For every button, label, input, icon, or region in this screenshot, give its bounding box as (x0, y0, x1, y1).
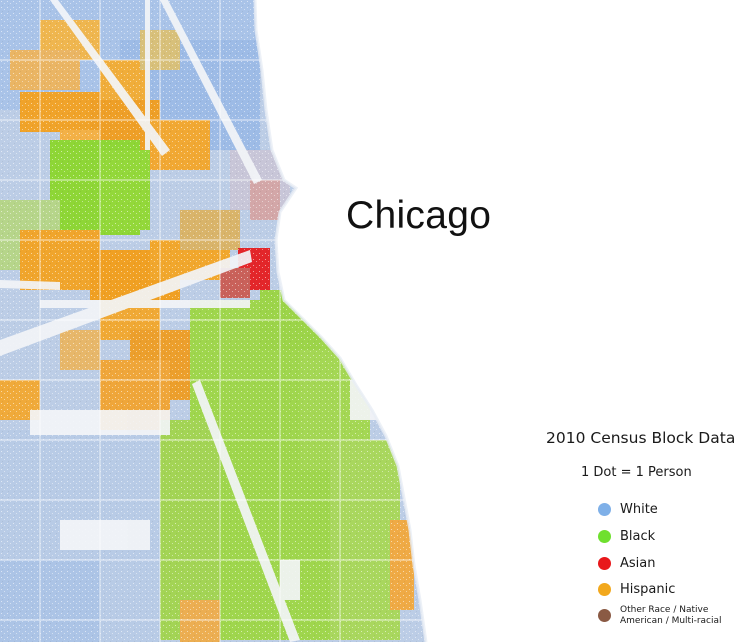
legend-subtitle: 1 Dot = 1 Person (581, 465, 692, 480)
legend-item-black: Black (598, 529, 655, 544)
hispanic-dot-icon (598, 583, 611, 596)
legend-label: White (620, 502, 658, 517)
legend-item-asian: Asian (598, 556, 655, 571)
legend-item-other: Other Race / Native American / Multi-rac… (598, 605, 730, 627)
black-dot-icon (598, 530, 611, 543)
legend-item-hispanic: Hispanic (598, 582, 675, 597)
asian-dot-icon (598, 557, 611, 570)
legend-label: Asian (620, 556, 656, 571)
legend-label: Black (620, 529, 656, 544)
legend-title: 2010 Census Block Data (546, 429, 736, 447)
legend-label: Other Race / Native American / Multi-rac… (620, 605, 722, 626)
white-dot-icon (598, 503, 611, 516)
lake-michigan-shoreline (253, 0, 428, 642)
other-dot-icon (598, 609, 611, 622)
city-title: Chicago (346, 194, 492, 237)
legend-label: Hispanic (620, 582, 676, 597)
legend-item-white: White (598, 502, 658, 517)
